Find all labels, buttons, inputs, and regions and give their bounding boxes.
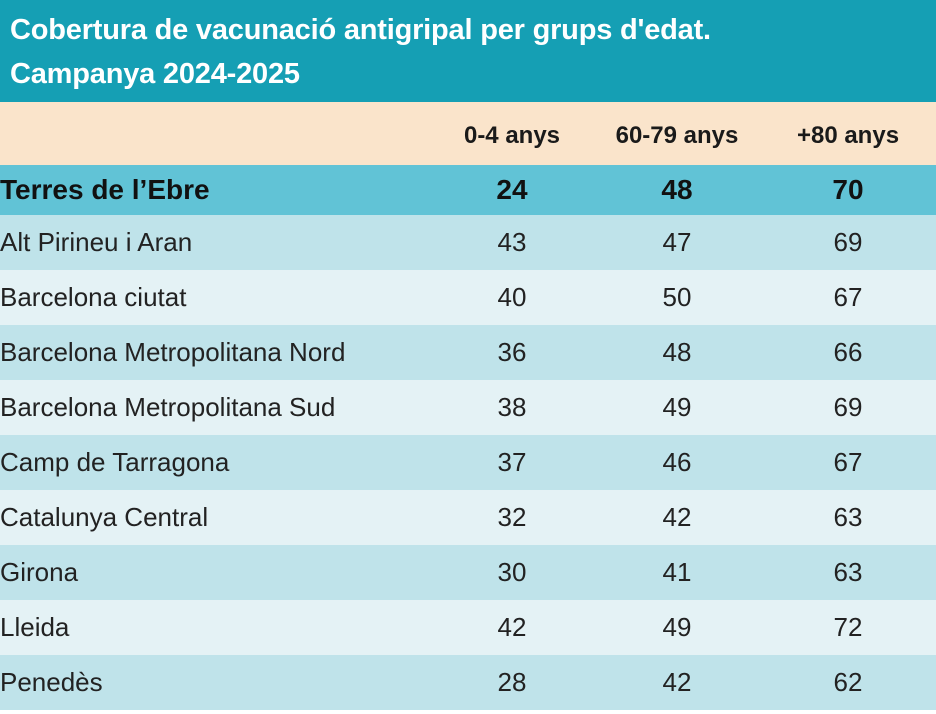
cell-age-0-4: 30	[430, 545, 594, 600]
table-row: Barcelona Metropolitana Sud 38 49 69	[0, 380, 936, 435]
cell-age-80-plus: 72	[760, 600, 936, 655]
cell-age-80-plus: 66	[760, 325, 936, 380]
cell-age-60-79: 49	[594, 600, 760, 655]
cell-age-0-4: 28	[430, 655, 594, 710]
row-name: Girona	[0, 545, 430, 600]
cell-age-60-79: 46	[594, 435, 760, 490]
table-row: Alt Pirineu i Aran 43 47 69	[0, 215, 936, 270]
cell-age-80-plus: 63	[760, 490, 936, 545]
cell-age-80-plus: 69	[760, 380, 936, 435]
cell-age-60-79: 42	[594, 490, 760, 545]
table-row: Girona 30 41 63	[0, 545, 936, 600]
row-name: Lleida	[0, 600, 430, 655]
table-row: Lleida 42 49 72	[0, 600, 936, 655]
cell-age-0-4: 40	[430, 270, 594, 325]
title-line-2: Campanya 2024-2025	[10, 58, 300, 90]
cell-age-80-plus: 70	[760, 165, 936, 215]
row-name: Penedès	[0, 655, 430, 710]
column-header-region	[0, 102, 430, 165]
cell-age-0-4: 37	[430, 435, 594, 490]
cell-age-80-plus: 63	[760, 545, 936, 600]
cell-age-0-4: 36	[430, 325, 594, 380]
column-header-age-60-79: 60-79 anys	[594, 102, 760, 165]
table-row: Camp de Tarragona 37 46 67	[0, 435, 936, 490]
cell-age-60-79: 47	[594, 215, 760, 270]
cell-age-80-plus: 67	[760, 270, 936, 325]
title-line-1: Cobertura de vacunació antigripal per gr…	[10, 14, 711, 46]
cell-age-0-4: 24	[430, 165, 594, 215]
cell-age-0-4: 38	[430, 380, 594, 435]
column-header-age-80-plus: +80 anys	[760, 102, 936, 165]
table-row: Barcelona ciutat 40 50 67	[0, 270, 936, 325]
row-name: Catalunya Central	[0, 490, 430, 545]
cell-age-60-79: 48	[594, 165, 760, 215]
column-header-age-0-4: 0-4 anys	[430, 102, 594, 165]
table-row: Barcelona Metropolitana Nord 36 48 66	[0, 325, 936, 380]
table-row: Catalunya Central 32 42 63	[0, 490, 936, 545]
highlight-row: Terres de l’Ebre 24 48 70	[0, 165, 936, 215]
cell-age-80-plus: 67	[760, 435, 936, 490]
row-name: Alt Pirineu i Aran	[0, 215, 430, 270]
row-name: Barcelona Metropolitana Sud	[0, 380, 430, 435]
cell-age-60-79: 50	[594, 270, 760, 325]
table-title: Cobertura de vacunació antigripal per gr…	[0, 0, 936, 102]
cell-age-80-plus: 69	[760, 215, 936, 270]
table-row: Penedès 28 42 62	[0, 655, 936, 710]
cell-age-60-79: 49	[594, 380, 760, 435]
cell-age-60-79: 48	[594, 325, 760, 380]
cell-age-0-4: 32	[430, 490, 594, 545]
cell-age-0-4: 42	[430, 600, 594, 655]
coverage-table: 0-4 anys 60-79 anys +80 anys Terres de l…	[0, 102, 936, 710]
cell-age-0-4: 43	[430, 215, 594, 270]
row-name: Barcelona Metropolitana Nord	[0, 325, 430, 380]
row-name: Camp de Tarragona	[0, 435, 430, 490]
cell-age-80-plus: 62	[760, 655, 936, 710]
column-header-row: 0-4 anys 60-79 anys +80 anys	[0, 102, 936, 165]
cell-age-60-79: 42	[594, 655, 760, 710]
row-name: Barcelona ciutat	[0, 270, 430, 325]
cell-age-60-79: 41	[594, 545, 760, 600]
row-name: Terres de l’Ebre	[0, 165, 430, 215]
